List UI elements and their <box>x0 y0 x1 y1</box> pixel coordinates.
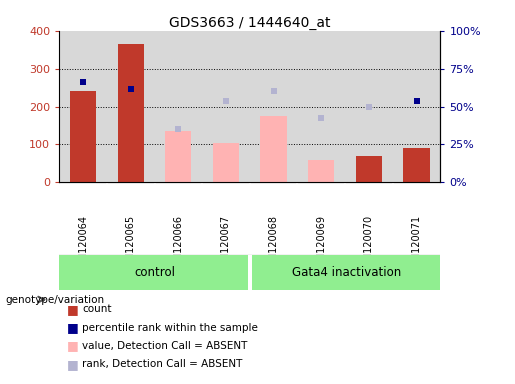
Text: ■: ■ <box>67 303 79 316</box>
Title: GDS3663 / 1444640_at: GDS3663 / 1444640_at <box>169 16 331 30</box>
Text: value, Detection Call = ABSENT: value, Detection Call = ABSENT <box>82 341 248 351</box>
Text: percentile rank within the sample: percentile rank within the sample <box>82 323 259 333</box>
Text: GSM120064: GSM120064 <box>78 215 88 274</box>
Bar <box>59 255 248 290</box>
Text: count: count <box>82 304 112 314</box>
Text: GSM120067: GSM120067 <box>221 215 231 274</box>
Bar <box>213 142 239 182</box>
Text: genotype/variation: genotype/variation <box>5 295 104 305</box>
Text: GSM120066: GSM120066 <box>174 215 183 274</box>
Text: Gata4 inactivation: Gata4 inactivation <box>293 266 402 279</box>
Bar <box>165 131 192 182</box>
Bar <box>261 116 287 182</box>
Text: control: control <box>134 266 175 279</box>
Text: ■: ■ <box>67 358 79 371</box>
Bar <box>70 91 96 182</box>
Text: GSM120070: GSM120070 <box>364 215 374 274</box>
Bar <box>252 255 440 290</box>
Bar <box>117 44 144 182</box>
Bar <box>356 156 382 182</box>
Text: rank, Detection Call = ABSENT: rank, Detection Call = ABSENT <box>82 359 243 369</box>
Text: GSM120065: GSM120065 <box>126 215 135 274</box>
Text: ■: ■ <box>67 321 79 334</box>
Bar <box>403 148 430 182</box>
Text: GSM120068: GSM120068 <box>269 215 279 274</box>
Text: GSM120069: GSM120069 <box>316 215 326 274</box>
Text: ■: ■ <box>67 339 79 353</box>
Bar <box>308 160 334 182</box>
Text: GSM120071: GSM120071 <box>411 215 421 274</box>
